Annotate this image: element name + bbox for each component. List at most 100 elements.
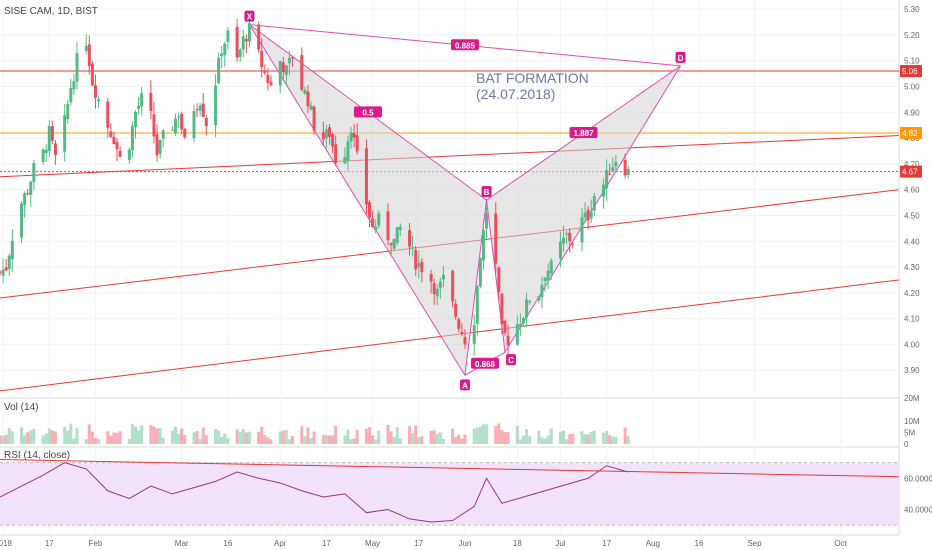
volume-bar xyxy=(528,435,532,444)
volume-bar xyxy=(324,435,328,444)
candle-body xyxy=(174,118,178,134)
candle-body xyxy=(460,332,464,335)
point-label-bg xyxy=(481,186,492,197)
point-label-bg xyxy=(459,379,470,391)
candle-body xyxy=(309,105,313,110)
candle-body xyxy=(106,101,110,128)
volume-bar xyxy=(263,434,267,444)
candle-body xyxy=(84,45,88,51)
volume-bar xyxy=(417,437,421,444)
volume-bar xyxy=(127,439,131,444)
candle-body xyxy=(592,196,596,211)
candle-body xyxy=(398,226,402,231)
candle-body xyxy=(389,242,393,245)
volume-bar xyxy=(525,429,529,444)
candle-body xyxy=(0,271,2,273)
volume-bar xyxy=(306,427,310,444)
rsi-pane xyxy=(0,459,900,526)
volume-bar xyxy=(278,431,282,444)
candle-body xyxy=(321,132,325,140)
date-tick-label: Mar xyxy=(175,539,189,548)
candle-body xyxy=(241,36,245,50)
candle-body xyxy=(327,127,331,137)
volume-bar xyxy=(605,430,609,444)
candle-body xyxy=(263,70,267,74)
volume-bar xyxy=(614,436,618,444)
price-tick-label: 5.10 xyxy=(904,57,920,66)
volume-bar xyxy=(558,431,562,444)
candle-body xyxy=(368,202,372,218)
volume-bar xyxy=(352,438,356,444)
candle-body xyxy=(149,93,153,112)
volume-bar xyxy=(90,431,94,444)
candle-body xyxy=(72,81,76,90)
candle-body xyxy=(500,293,504,325)
price-tick-label: 4.70 xyxy=(904,160,920,169)
candle-body xyxy=(10,241,14,260)
candle-body xyxy=(324,129,328,139)
volume-bar xyxy=(247,431,251,444)
candle-body xyxy=(355,135,359,152)
price-tick-label: 4.30 xyxy=(904,263,920,272)
candle-body xyxy=(623,159,627,176)
candle-body xyxy=(287,57,291,64)
volume-bar xyxy=(475,427,479,444)
candle-body xyxy=(614,161,618,167)
date-tick-label: 2018 xyxy=(0,539,13,548)
candle-body xyxy=(457,319,461,329)
volume-bar xyxy=(180,428,184,444)
volume-bar xyxy=(355,429,359,444)
leg-cd xyxy=(504,65,681,353)
volume-bar xyxy=(177,433,181,444)
candle-body xyxy=(543,277,547,282)
candle-body xyxy=(291,57,295,59)
candle-body xyxy=(214,85,218,126)
volume-tick-label: 5M xyxy=(904,429,915,438)
rsi-line xyxy=(0,462,629,523)
candle-body xyxy=(63,115,67,152)
volume-bar xyxy=(414,425,418,444)
volume-bar xyxy=(29,430,33,444)
candle-body xyxy=(244,39,248,42)
volume-bar xyxy=(161,437,165,444)
volume-bar xyxy=(602,432,606,444)
date-tick-label: Sep xyxy=(747,539,762,548)
volume-bar xyxy=(568,434,572,444)
bat-formation-label: BAT FORMATION xyxy=(476,70,589,86)
pattern-labels: X A B C D 0.885 0.5 0.868 1.887 xyxy=(244,10,686,391)
volume-bar xyxy=(170,430,174,444)
volume-bar xyxy=(460,438,464,444)
candle-body xyxy=(589,211,593,219)
point-label-b: B xyxy=(484,188,490,197)
volume-bar xyxy=(364,428,368,444)
volume-bar xyxy=(608,435,612,444)
volume-bar xyxy=(312,431,316,444)
volume-bar xyxy=(472,428,476,444)
candle-body xyxy=(608,173,612,175)
point-label-x: X xyxy=(247,13,253,22)
volume-bar xyxy=(0,435,2,444)
candle-body xyxy=(392,238,396,249)
candle-body xyxy=(155,134,159,156)
volume-bar xyxy=(583,434,587,444)
candle-body xyxy=(432,283,436,295)
volume-bar xyxy=(331,435,335,444)
candle-body xyxy=(158,139,162,154)
volume-bar xyxy=(349,439,353,444)
candle-body xyxy=(525,299,529,318)
volume-bar xyxy=(201,427,205,444)
volume-bar xyxy=(408,426,412,444)
candle-body xyxy=(515,324,519,345)
date-tick-label: 17 xyxy=(602,539,611,548)
candle-body xyxy=(257,24,261,50)
volume-bar xyxy=(377,430,381,444)
candle-body xyxy=(198,105,202,111)
candle-body xyxy=(26,193,30,195)
volume-bar xyxy=(435,434,439,444)
price-tick-label: 3.90 xyxy=(904,366,920,375)
bat-formation-date: (24.07.2018) xyxy=(476,86,555,102)
volume-bar xyxy=(195,431,199,444)
candle-body xyxy=(454,304,458,317)
candle-body xyxy=(346,141,350,162)
